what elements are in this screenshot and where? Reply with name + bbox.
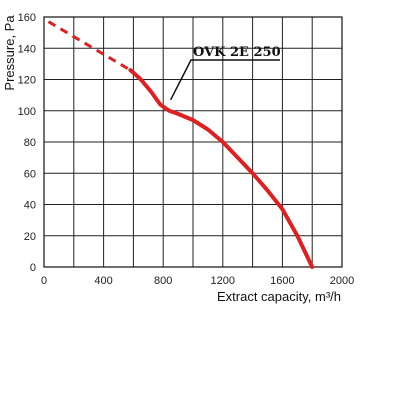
y-tick-label: 40	[24, 200, 36, 212]
x-axis-ticks: 0 400 800 1200 1600 2000	[41, 275, 354, 287]
y-tick-label: 60	[24, 168, 36, 180]
x-tick-label: 800	[154, 275, 172, 287]
y-tick-label: 120	[18, 75, 36, 87]
y-tick-label: 80	[24, 137, 36, 149]
x-tick-label: 0	[41, 275, 47, 287]
y-tick-label: 160	[18, 12, 36, 24]
annotations: OVK 2E 250	[169, 45, 281, 101]
x-axis-label: Extract capacity, m³/h	[217, 289, 341, 304]
series-line	[128, 68, 315, 269]
annotation-leader-line	[169, 59, 280, 101]
x-tick-label: 400	[94, 275, 112, 287]
x-tick-label: 1600	[270, 275, 294, 287]
series	[47, 20, 315, 269]
x-tick-label: 2000	[330, 275, 354, 287]
y-axis-ticks: 0 20 40 60 80 100 120 140 160	[18, 12, 36, 274]
annotation-label: OVK 2E 250	[193, 45, 281, 60]
series-line-dashed	[47, 20, 132, 72]
y-tick-label: 0	[30, 262, 36, 274]
y-tick-label: 100	[18, 106, 36, 118]
y-tick-label: 140	[18, 43, 36, 55]
y-axis-label: Pressure, Pa	[2, 15, 17, 91]
y-tick-label: 20	[24, 231, 36, 243]
x-tick-label: 1200	[211, 275, 235, 287]
plot-border	[43, 16, 343, 268]
plot-frame	[43, 16, 343, 268]
